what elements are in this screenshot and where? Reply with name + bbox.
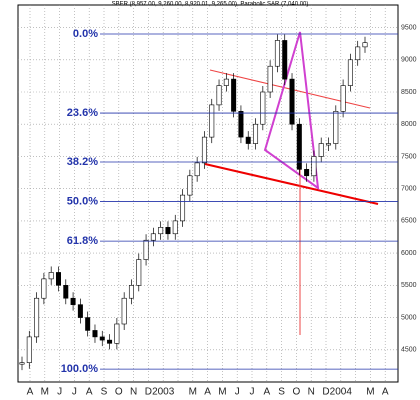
pattern-triangle <box>263 31 320 191</box>
x-tick-label: J <box>57 387 62 398</box>
candle <box>347 59 353 86</box>
candle <box>150 233 156 241</box>
candle <box>92 330 98 338</box>
fib-label: 61.8% <box>67 235 98 247</box>
candle <box>143 239 149 260</box>
x-tick-label: 2003 <box>152 387 175 398</box>
candle <box>238 111 244 138</box>
candle <box>274 40 280 67</box>
candle <box>19 362 25 365</box>
candle <box>311 156 317 177</box>
candle <box>48 272 54 280</box>
fib-label: 23.6% <box>67 107 98 119</box>
fib-label: 38.2% <box>67 156 98 168</box>
grid <box>18 5 398 382</box>
trend-line <box>204 163 379 205</box>
candle <box>114 323 120 344</box>
x-tick-label: J <box>250 387 255 398</box>
x-tick-label: J <box>72 387 77 398</box>
x-tick-label: N <box>308 387 315 398</box>
candle <box>340 85 346 112</box>
candle <box>55 272 61 286</box>
labels: 4500 5000 5500 6000 6500 7000 7500 8000 8500 9000… <box>27 24 417 397</box>
candle <box>201 136 207 164</box>
candle <box>85 317 91 331</box>
x-tick-label: O <box>293 387 301 398</box>
candle <box>260 91 266 125</box>
x-tick-label: N <box>130 387 137 398</box>
y-tick-label: 6500 <box>401 218 417 225</box>
candle <box>333 111 339 144</box>
candle <box>70 297 76 305</box>
candle <box>326 143 332 146</box>
x-tick-label: J <box>235 387 240 398</box>
y-tick-label: 8000 <box>401 121 417 128</box>
candle <box>194 162 200 177</box>
y-tick-label: 8500 <box>401 89 417 96</box>
candle <box>26 336 32 363</box>
x-tick-label: M <box>189 387 197 398</box>
candle <box>304 169 310 177</box>
x-tick-label: A <box>27 387 34 398</box>
candle <box>355 46 361 61</box>
y-tick-label: 5000 <box>401 314 417 321</box>
fib-label: 100.0% <box>61 363 99 375</box>
x-tick-label: M <box>366 387 374 398</box>
candle <box>128 285 134 299</box>
candle <box>77 304 83 318</box>
y-tick-label: 5500 <box>401 282 417 289</box>
candle <box>296 123 302 170</box>
y-tick-label: 7500 <box>401 153 417 160</box>
y-tick-label: 7000 <box>401 186 417 193</box>
x-tick-label: O <box>115 387 123 398</box>
candle <box>158 227 164 235</box>
plot-frame <box>17 4 399 383</box>
candle <box>282 40 288 80</box>
price-marks <box>19 34 368 371</box>
x-tick-label: A <box>86 387 93 398</box>
candle <box>107 339 113 344</box>
y-tick-label: 4500 <box>401 347 417 354</box>
y-tick-label: 9500 <box>401 24 417 31</box>
candle <box>209 104 215 138</box>
x-tick-label: A <box>204 387 211 398</box>
candle <box>362 42 368 48</box>
x-tick-label: M <box>41 387 49 398</box>
x-tick-label: A <box>263 387 270 398</box>
candle <box>231 78 237 112</box>
candle <box>216 85 222 106</box>
x-tick-label: S <box>101 387 108 398</box>
x-tick-label: M <box>218 387 226 398</box>
x-tick-label: A <box>382 387 389 398</box>
candle <box>41 278 47 299</box>
y-tick-label: 6000 <box>401 250 417 257</box>
x-tick-label: D <box>322 387 329 398</box>
x-tick-label: S <box>278 387 285 398</box>
x-tick-label: 2004 <box>330 387 353 398</box>
candle <box>289 78 295 125</box>
candle <box>267 65 273 93</box>
candle <box>63 285 69 299</box>
candle <box>165 227 171 235</box>
candle <box>245 136 251 144</box>
candle <box>34 297 40 338</box>
candle <box>180 194 186 222</box>
candle <box>318 143 324 157</box>
candle <box>99 336 105 341</box>
fib-label: 50.0% <box>67 195 98 207</box>
candle <box>223 78 229 86</box>
candle <box>136 259 142 286</box>
y-tick-label: 9000 <box>401 57 417 64</box>
candle <box>253 123 259 144</box>
x-tick-label: D <box>145 387 152 398</box>
candle <box>172 220 178 235</box>
chart-title: SBER (8,957.00, 9,260.00, 8,920.01, 9,26… <box>112 2 309 8</box>
candle <box>187 175 193 196</box>
candle <box>121 297 127 325</box>
fib-label: 0.0% <box>73 28 98 40</box>
